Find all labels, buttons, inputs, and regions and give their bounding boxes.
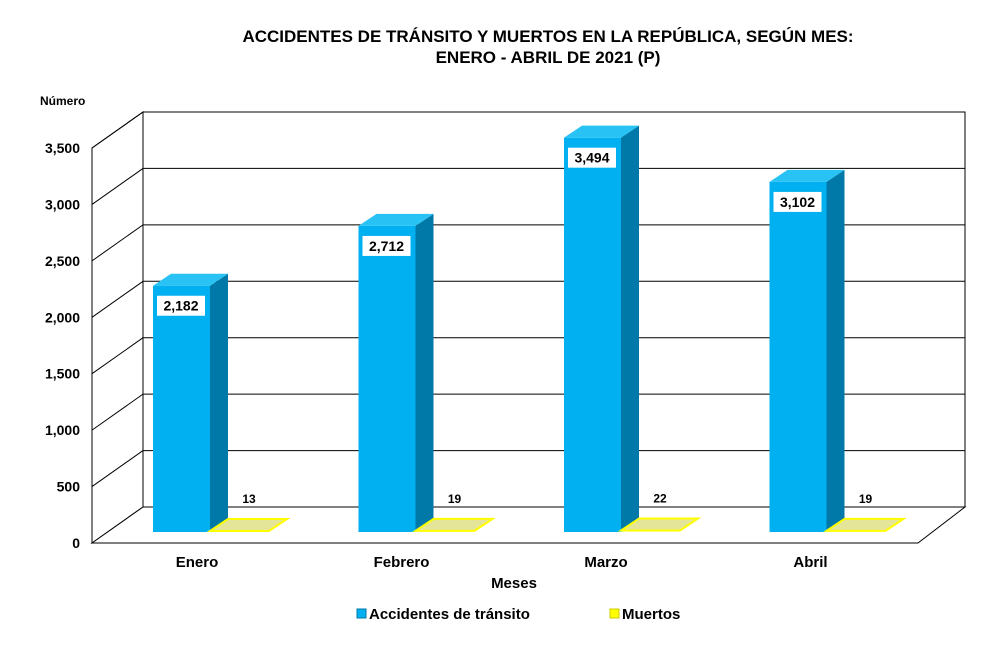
gridline-side	[91, 337, 144, 375]
data-label-bg	[773, 191, 822, 212]
legend-swatch	[609, 608, 620, 619]
gridline-side	[91, 224, 144, 262]
y-tick-label: 1,000	[45, 422, 80, 438]
y-tick-label: 2,500	[45, 253, 80, 269]
x-axis-label: Meses	[491, 575, 537, 592]
side-wall	[91, 111, 144, 544]
x-tick-label: Abril	[793, 554, 827, 571]
legend-label: Accidentes de tránsito	[369, 606, 530, 623]
x-tick-label: Marzo	[584, 554, 627, 571]
y-tick-label: 2,000	[45, 309, 80, 325]
gridline-side	[91, 280, 144, 318]
bar-side	[415, 213, 434, 532]
plot-area: 0 500 1,000 1,500 2,000 2,500 3,000 3,500 2,182 1…	[45, 111, 967, 571]
bar-accidentes	[153, 285, 210, 532]
chart-title-line2: ENERO - ABRIL DE 2021 (P)	[436, 48, 661, 67]
y-tick-label: 1,500	[45, 366, 80, 382]
gridline-side	[91, 450, 144, 487]
data-label-accidentes: 2,712	[369, 238, 404, 254]
gridline-side	[91, 393, 144, 431]
data-label-muertos: 19	[859, 492, 873, 506]
gridline-side	[91, 111, 144, 149]
y-tick-label: 3,500	[45, 140, 80, 156]
data-label-bg	[157, 295, 205, 316]
legend-swatch	[356, 608, 367, 619]
data-label-muertos: 22	[653, 492, 667, 506]
chart-title-line1: ACCIDENTES DE TRÁNSITO Y MUERTOS EN LA R…	[242, 27, 853, 46]
y-tick-label: 3,000	[45, 196, 80, 212]
data-label-bg	[568, 147, 616, 168]
y-tick-label: 0	[72, 535, 80, 551]
bar-top	[358, 213, 434, 226]
bar-top	[564, 125, 639, 138]
bar-top	[153, 273, 228, 286]
y-tick-label: 500	[57, 479, 81, 495]
bar-accidentes	[358, 225, 416, 532]
data-label-accidentes: 3,102	[780, 194, 815, 210]
bar-muertos	[206, 518, 291, 532]
bar-side	[826, 169, 845, 532]
data-label-bg	[362, 235, 411, 256]
bar-side	[621, 125, 639, 533]
y-axis-label: Número	[40, 94, 85, 108]
bar-muertos	[412, 517, 496, 532]
floor	[90, 506, 967, 544]
x-tick-label: Febrero	[374, 554, 430, 571]
legend-label: Muertos	[622, 606, 680, 623]
data-label-accidentes: 2,182	[163, 298, 198, 314]
data-label-accidentes: 3,494	[574, 150, 609, 166]
bar-accidentes	[769, 181, 827, 532]
bar-side	[210, 273, 228, 532]
x-tick-label: Enero	[176, 554, 219, 571]
bar-accidentes	[564, 137, 621, 533]
bar-muertos	[617, 517, 702, 532]
bar-top	[769, 169, 845, 182]
gridline-side	[91, 168, 144, 205]
bar-muertos	[823, 517, 907, 532]
legend: Accidentes de tránsito Muertos	[356, 606, 680, 623]
data-label-muertos: 13	[242, 492, 256, 506]
data-label-muertos: 19	[448, 492, 462, 506]
